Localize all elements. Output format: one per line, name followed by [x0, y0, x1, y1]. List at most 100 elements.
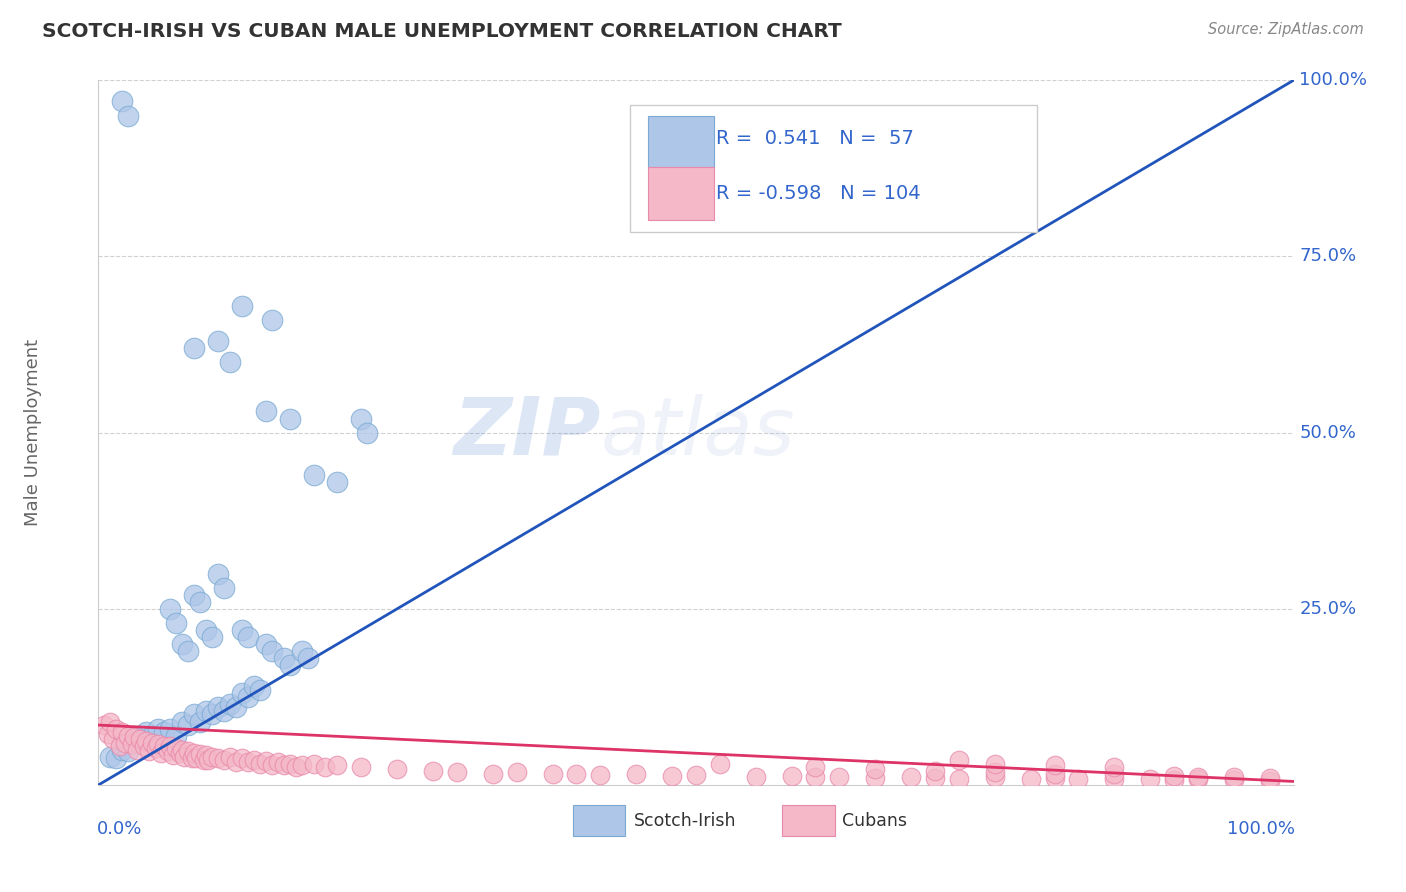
- Point: [565, 766, 588, 780]
- Text: 0.0%: 0.0%: [97, 821, 142, 838]
- Point: [183, 341, 205, 355]
- Point: [1104, 760, 1126, 774]
- Point: [302, 467, 325, 482]
- Point: [350, 411, 373, 425]
- Point: [129, 732, 152, 747]
- Point: [183, 588, 205, 602]
- Point: [172, 742, 194, 756]
- Point: [446, 765, 468, 780]
- Point: [98, 749, 122, 764]
- Point: [153, 739, 176, 754]
- Point: [350, 760, 373, 774]
- FancyBboxPatch shape: [630, 105, 1036, 232]
- Point: [709, 756, 731, 771]
- Point: [149, 746, 172, 760]
- Point: [117, 109, 139, 123]
- Point: [243, 753, 266, 767]
- Point: [249, 756, 271, 771]
- Point: [165, 615, 187, 630]
- Point: [177, 718, 200, 732]
- Point: [291, 644, 314, 658]
- Point: [236, 690, 259, 704]
- Point: [254, 637, 277, 651]
- Point: [385, 763, 409, 777]
- Point: [132, 739, 155, 754]
- Point: [297, 651, 319, 665]
- Point: [506, 765, 529, 780]
- Text: atlas: atlas: [600, 393, 796, 472]
- Point: [148, 737, 170, 751]
- Point: [188, 714, 211, 729]
- Point: [924, 764, 946, 778]
- Point: [231, 299, 253, 313]
- Point: [177, 744, 200, 758]
- Point: [1187, 772, 1209, 787]
- Point: [948, 772, 970, 786]
- Text: ZIP: ZIP: [453, 393, 600, 472]
- Point: [219, 749, 242, 764]
- Point: [745, 770, 768, 784]
- Point: [236, 630, 259, 644]
- Point: [177, 644, 200, 658]
- Point: [589, 768, 612, 782]
- Point: [148, 722, 170, 736]
- Point: [207, 334, 229, 348]
- Point: [114, 736, 136, 750]
- Point: [169, 746, 191, 760]
- Point: [254, 754, 277, 768]
- Point: [225, 755, 247, 769]
- Point: [207, 700, 229, 714]
- Point: [900, 770, 922, 784]
- Point: [924, 771, 946, 785]
- Point: [153, 725, 176, 739]
- Point: [165, 741, 187, 756]
- Point: [186, 751, 208, 765]
- Point: [212, 581, 235, 595]
- Point: [984, 756, 1007, 771]
- Point: [141, 736, 163, 750]
- Point: [156, 744, 179, 758]
- Point: [162, 748, 184, 763]
- Point: [159, 722, 181, 736]
- Point: [1139, 772, 1161, 787]
- Point: [326, 475, 349, 489]
- Point: [201, 749, 224, 764]
- Point: [1258, 773, 1281, 788]
- Point: [135, 734, 157, 748]
- Point: [828, 770, 851, 784]
- Point: [284, 759, 307, 773]
- Point: [231, 751, 253, 765]
- Point: [105, 722, 128, 736]
- Text: 25.0%: 25.0%: [1299, 599, 1357, 618]
- Point: [195, 748, 218, 763]
- Point: [135, 725, 157, 739]
- Point: [260, 644, 283, 658]
- Point: [1223, 772, 1246, 787]
- Point: [195, 623, 218, 637]
- Point: [661, 769, 683, 783]
- Point: [105, 751, 128, 765]
- Text: Source: ZipAtlas.com: Source: ZipAtlas.com: [1208, 22, 1364, 37]
- Point: [1187, 770, 1209, 784]
- Point: [183, 746, 205, 760]
- Point: [1258, 771, 1281, 785]
- Point: [541, 767, 564, 781]
- Point: [138, 744, 160, 758]
- Point: [685, 768, 707, 782]
- Point: [804, 760, 827, 774]
- Point: [183, 707, 205, 722]
- Point: [93, 718, 115, 732]
- Point: [212, 704, 235, 718]
- Point: [356, 425, 378, 440]
- Point: [780, 769, 803, 783]
- Point: [193, 753, 215, 767]
- Point: [125, 742, 148, 756]
- FancyBboxPatch shape: [648, 167, 714, 219]
- Point: [243, 679, 266, 693]
- Point: [129, 732, 152, 747]
- Point: [97, 727, 120, 741]
- Point: [111, 742, 134, 756]
- Point: [291, 758, 314, 772]
- Point: [165, 729, 187, 743]
- Point: [201, 630, 224, 644]
